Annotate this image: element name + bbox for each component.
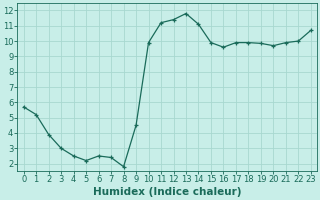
X-axis label: Humidex (Indice chaleur): Humidex (Indice chaleur) [93,187,242,197]
